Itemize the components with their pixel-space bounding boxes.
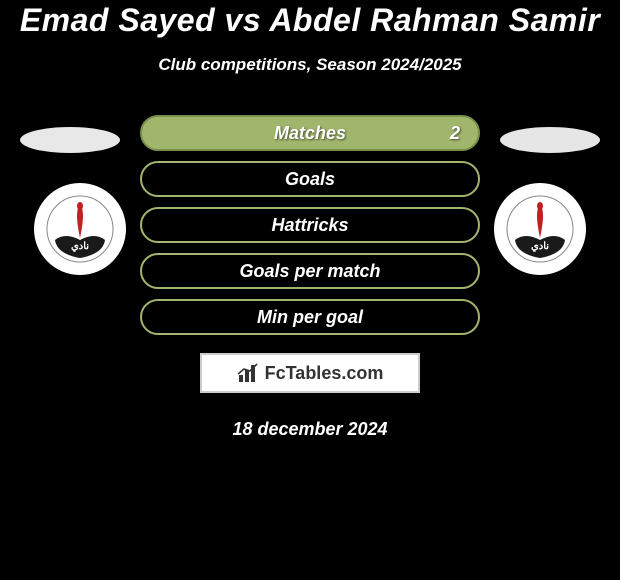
right-player-disc bbox=[500, 127, 600, 153]
stat-row-min-per-goal: Min per goal bbox=[140, 299, 480, 335]
stat-label: Hattricks bbox=[271, 215, 348, 236]
date-text: 18 december 2024 bbox=[232, 419, 387, 440]
stat-row-hattricks: Hattricks bbox=[140, 207, 480, 243]
brand-box: FcTables.com bbox=[200, 353, 420, 393]
stats-bars: Matches 2 Goals Hattricks Goals per matc… bbox=[140, 115, 480, 335]
club-emblem-icon: نادي bbox=[505, 194, 575, 264]
club-emblem-icon: نادي bbox=[45, 194, 115, 264]
infographic-container: Emad Sayed vs Abdel Rahman Samir Club co… bbox=[0, 0, 620, 440]
subtitle: Club competitions, Season 2024/2025 bbox=[158, 55, 461, 75]
svg-text:نادي: نادي bbox=[531, 241, 549, 252]
right-club-badge: نادي bbox=[494, 183, 586, 275]
left-player-col: نادي bbox=[20, 115, 120, 275]
stat-label: Min per goal bbox=[257, 307, 363, 328]
bars-icon bbox=[237, 362, 259, 384]
stat-row-goals: Goals bbox=[140, 161, 480, 197]
main-row: نادي Matches 2 Goals Hattricks Goals per… bbox=[0, 115, 620, 335]
left-player-disc bbox=[20, 127, 120, 153]
svg-text:نادي: نادي bbox=[71, 241, 89, 252]
brand-text: FcTables.com bbox=[265, 363, 384, 384]
stat-label: Goals bbox=[285, 169, 335, 190]
left-club-badge: نادي bbox=[34, 183, 126, 275]
stat-value: 2 bbox=[450, 123, 460, 144]
stat-row-goals-per-match: Goals per match bbox=[140, 253, 480, 289]
stat-label: Goals per match bbox=[239, 261, 380, 282]
page-title: Emad Sayed vs Abdel Rahman Samir bbox=[20, 2, 600, 39]
stat-row-matches: Matches 2 bbox=[140, 115, 480, 151]
right-player-col: نادي bbox=[500, 115, 600, 275]
stat-label: Matches bbox=[274, 123, 346, 144]
